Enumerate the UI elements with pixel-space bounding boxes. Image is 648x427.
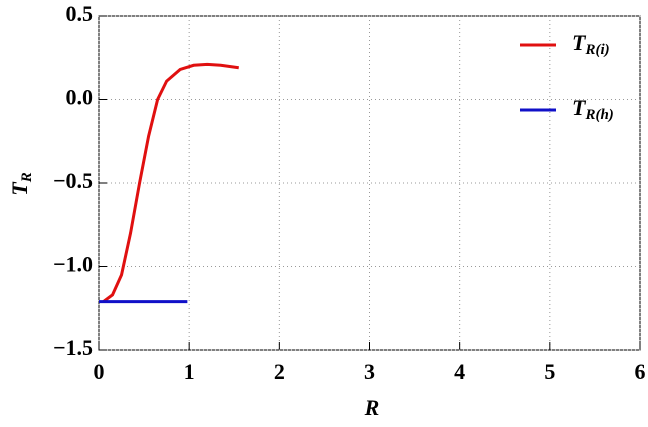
x-tick-label: 1 [184, 359, 195, 384]
x-axis-label: R [364, 395, 380, 420]
y-tick-label: 0.0 [66, 85, 94, 110]
y-tick-label: −1.5 [53, 335, 93, 360]
legend-label: TR(h) [572, 95, 614, 123]
y-axis-label: TR [7, 172, 35, 195]
x-tick-label: 6 [635, 359, 646, 384]
x-tick-label: 4 [454, 359, 465, 384]
legend-label: TR(i) [572, 30, 610, 58]
series-line [102, 62, 239, 303]
x-tick-label: 2 [274, 359, 285, 384]
y-tick-label: −1.0 [53, 252, 93, 277]
x-tick-label: 0 [94, 359, 105, 384]
x-tick-label: 3 [364, 359, 375, 384]
y-tick-label: −0.5 [53, 168, 93, 193]
y-tick-label: 0.5 [66, 1, 94, 26]
x-tick-label: 5 [544, 359, 555, 384]
plot-frame [98, 15, 641, 351]
